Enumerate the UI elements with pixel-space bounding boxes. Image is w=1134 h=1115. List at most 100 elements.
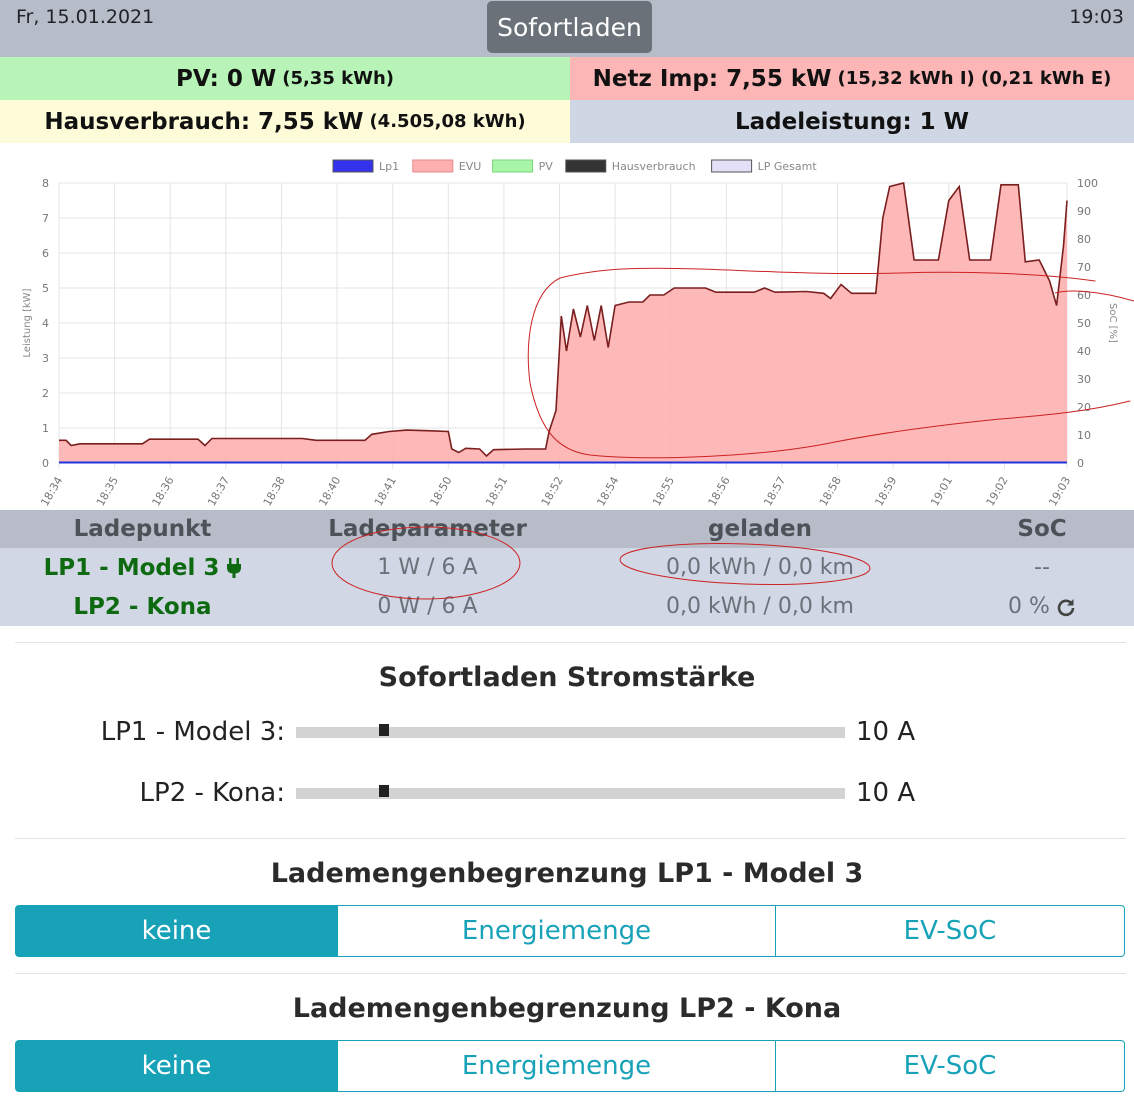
lp1-name: LP1 - Model 3 bbox=[43, 554, 220, 581]
y2-tick-label: 90 bbox=[1077, 205, 1091, 218]
legend-label: Hausverbrauch bbox=[612, 160, 696, 173]
x-tick-label: 18:58 bbox=[817, 474, 844, 508]
y2-axis-label: SoC [%] bbox=[1107, 303, 1118, 343]
grid-detail: (15,32 kWh I) (0,21 kWh E) bbox=[837, 68, 1112, 89]
hausverbrauch-line bbox=[59, 182, 1068, 458]
lp1-param: 1 W / 6 A bbox=[377, 555, 478, 580]
limit-lp2-button-group: keine Energiemenge EV-SoC bbox=[15, 1040, 1125, 1092]
x-tick-label: 18:50 bbox=[428, 474, 455, 508]
y-tick-label: 0 bbox=[42, 457, 49, 470]
x-tick-label: 18:52 bbox=[539, 474, 566, 508]
time-text: 19:03 bbox=[1069, 6, 1124, 28]
y2-tick-label: 0 bbox=[1077, 457, 1084, 470]
date-text: Fr, 15.01.2021 bbox=[16, 6, 155, 28]
y-tick-label: 4 bbox=[42, 317, 49, 330]
y-tick-label: 6 bbox=[42, 247, 49, 260]
y2-tick-label: 30 bbox=[1077, 373, 1091, 386]
chargepoint-name[interactable]: LP1 - Model 3 bbox=[0, 548, 285, 587]
y-tick-label: 5 bbox=[42, 282, 49, 295]
y2-tick-label: 10 bbox=[1077, 429, 1091, 442]
chargepoint-name[interactable]: LP2 - Kona bbox=[0, 587, 285, 626]
legend-label: PV bbox=[539, 160, 554, 173]
lp1-charged: 0,0 kWh / 0,0 km bbox=[666, 555, 854, 580]
power-chart-svg: Lp1 EVU PV Hausverbrauch LP Gesamt 0 1 2 3 4 5 6 7 8… bbox=[22, 159, 1134, 508]
legend-label: Lp1 bbox=[379, 160, 399, 173]
x-tick-label: 18:59 bbox=[872, 474, 899, 508]
table-row: LP2 - Kona 0 W / 6 A 0,0 kWh / 0,0 km 0 … bbox=[0, 587, 1134, 626]
grid-label: Netz Imp: 7,55 kW bbox=[592, 65, 832, 92]
section-title-current: Sofortladen Stromstärke bbox=[378, 662, 756, 693]
chart-legend[interactable]: Lp1 EVU PV Hausverbrauch LP Gesamt bbox=[332, 159, 817, 173]
x-tick-label: 19:01 bbox=[928, 474, 955, 508]
legend-swatch bbox=[565, 159, 607, 173]
col-header-geladen: geladen bbox=[708, 516, 812, 542]
y2-tick-label: 40 bbox=[1077, 345, 1091, 358]
pv-label: PV: 0 W bbox=[176, 65, 277, 92]
chargepoint-table-header: Ladepunkt Ladeparameter geladen SoC bbox=[0, 510, 1134, 548]
lp1-soc: -- bbox=[1034, 555, 1050, 580]
lp2-current-value: 10 A bbox=[856, 778, 916, 808]
y-tick-label: 7 bbox=[42, 212, 49, 225]
legend-swatch bbox=[412, 159, 454, 173]
house-detail: (4.505,08 kWh) bbox=[369, 111, 526, 132]
lp2-param: 0 W / 6 A bbox=[377, 594, 478, 619]
x-tick-label: 18:51 bbox=[483, 474, 510, 508]
limit-lp2-energy-button[interactable]: Energiemenge bbox=[338, 1040, 776, 1092]
charge-mode-button[interactable]: Sofortladen bbox=[487, 1, 652, 53]
limit-lp1-none-button[interactable]: keine bbox=[15, 905, 338, 957]
divider bbox=[15, 642, 1126, 643]
x-tick-label: 18:54 bbox=[594, 474, 621, 508]
pv-summary: PV: 0 W (5,35 kWh) bbox=[0, 57, 570, 100]
x-tick-label: 18:55 bbox=[650, 474, 677, 508]
table-row: LP1 - Model 3 1 W / 6 A 0,0 kWh / 0,0 km… bbox=[0, 548, 1134, 587]
y-tick-label: 8 bbox=[42, 177, 49, 190]
col-header-ladepunkt: Ladepunkt bbox=[73, 516, 212, 542]
chart-series bbox=[59, 182, 1068, 464]
plug-icon bbox=[227, 557, 242, 578]
y-tick-label: 3 bbox=[42, 352, 49, 365]
legend-swatch bbox=[711, 159, 753, 173]
x-tick-label: 19:02 bbox=[984, 474, 1011, 508]
pv-detail: (5,35 kWh) bbox=[282, 68, 394, 89]
limit-lp2-none-button[interactable]: keine bbox=[15, 1040, 338, 1092]
lp1-current-slider[interactable] bbox=[296, 724, 845, 738]
slider-thumb[interactable] bbox=[378, 785, 389, 797]
col-header-ladeparameter: Ladeparameter bbox=[328, 516, 527, 542]
power-chart[interactable]: Lp1 EVU PV Hausverbrauch LP Gesamt 0 1 2 3 4 5 6 7 8… bbox=[0, 143, 1134, 508]
x-tick-label: 18:34 bbox=[38, 474, 65, 508]
section-title-limit-lp2: Lademengenbegrenzung LP2 - Kona bbox=[292, 993, 842, 1024]
divider bbox=[15, 973, 1126, 974]
evu-area bbox=[59, 183, 1067, 463]
slider-thumb[interactable] bbox=[378, 724, 389, 736]
lp2-soc: 0 % bbox=[1008, 594, 1050, 619]
y-tick-label: 1 bbox=[42, 422, 49, 435]
x-tick-label: 18:37 bbox=[205, 474, 232, 508]
lp2-charged: 0,0 kWh / 0,0 km bbox=[666, 594, 854, 619]
x-tick-label: 18:57 bbox=[761, 474, 788, 508]
lp2-current-label: LP2 - Kona: bbox=[139, 778, 285, 808]
lp2-name: LP2 - Kona bbox=[73, 593, 212, 620]
y2-tick-label: 80 bbox=[1077, 233, 1091, 246]
x-tick-label: 18:35 bbox=[94, 474, 121, 508]
limit-lp2-evsoc-button[interactable]: EV-SoC bbox=[776, 1040, 1125, 1092]
limit-lp1-evsoc-button[interactable]: EV-SoC bbox=[776, 905, 1125, 957]
legend-swatch bbox=[332, 159, 374, 173]
divider bbox=[15, 838, 1126, 839]
x-tick-label: 19:03 bbox=[1046, 474, 1073, 508]
lp1-current-value: 10 A bbox=[856, 717, 916, 747]
lp1-current-label: LP1 - Model 3: bbox=[100, 717, 285, 747]
x-tick-label: 18:41 bbox=[372, 474, 399, 508]
limit-lp1-energy-button[interactable]: Energiemenge bbox=[338, 905, 776, 957]
y2-tick-label: 70 bbox=[1077, 261, 1091, 274]
legend-label: EVU bbox=[459, 160, 482, 173]
lp2-current-slider[interactable] bbox=[296, 785, 845, 799]
y-tick-label: 2 bbox=[42, 387, 49, 400]
refresh-icon[interactable] bbox=[1056, 597, 1076, 617]
x-tick-label: 18:40 bbox=[316, 474, 343, 508]
house-label: Hausverbrauch: 7,55 kW bbox=[44, 108, 364, 135]
y2-tick-label: 20 bbox=[1077, 401, 1091, 414]
house-summary: Hausverbrauch: 7,55 kW (4.505,08 kWh) bbox=[0, 100, 570, 143]
charge-power-summary: Ladeleistung: 1 W bbox=[570, 100, 1134, 143]
charge-power-label: Ladeleistung: 1 W bbox=[734, 108, 970, 135]
annotation-stroke-right bbox=[1054, 290, 1134, 302]
